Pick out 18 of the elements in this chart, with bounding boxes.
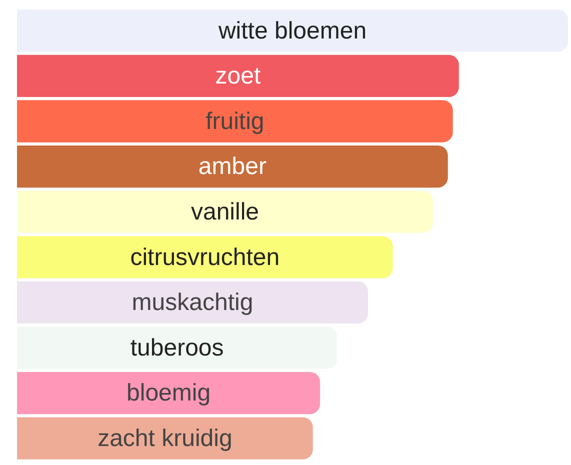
bar (17, 281, 368, 324)
bar (17, 236, 393, 278)
y-tick-label: witte bloemen (217, 17, 367, 44)
y-tick-label: bloemig (126, 380, 211, 407)
y-tick-label: fruitig (206, 108, 264, 135)
bar (17, 54, 459, 98)
bar (17, 417, 313, 460)
bar (17, 190, 434, 233)
y-tick-label: vanille (190, 198, 260, 226)
bar (17, 100, 453, 142)
y-tick-label: zacht kruidig (98, 424, 232, 452)
y-tick-label: muskachtig (132, 289, 254, 316)
bar (17, 145, 448, 188)
y-tick-label: amber (198, 153, 266, 180)
y-tick-label: citrusvruchten (130, 244, 280, 271)
bar (17, 372, 320, 414)
y-tick-label: tuberoos (130, 334, 224, 362)
y-tick-label: zoet (215, 62, 261, 90)
